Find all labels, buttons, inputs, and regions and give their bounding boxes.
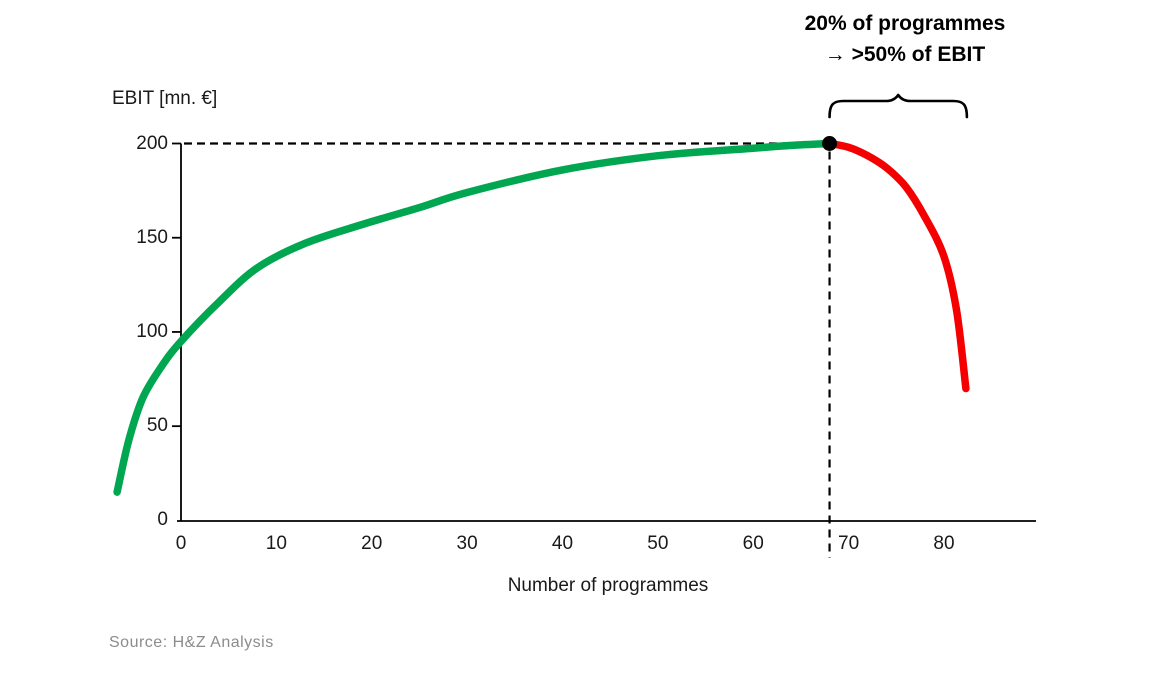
x-tick-label: 20 xyxy=(361,533,383,554)
brace xyxy=(828,93,969,119)
x-tick-label: 30 xyxy=(456,533,478,554)
y-tick-label: 50 xyxy=(146,415,168,437)
x-tick-label: 70 xyxy=(838,533,860,554)
y-tick-label: 0 xyxy=(157,509,168,531)
y-tick-label: 200 xyxy=(136,132,168,154)
x-tick-label: 80 xyxy=(933,533,955,554)
x-axis-title: Number of programmes xyxy=(507,575,709,596)
y-tick-label: 150 xyxy=(136,226,168,248)
x-tick-label: 50 xyxy=(647,533,669,554)
x-tick-label: 40 xyxy=(551,533,574,554)
y-axis-title: EBIT [mn. €] xyxy=(112,88,218,109)
green-curve xyxy=(113,139,834,496)
annotation: 20% of programmes → >50% of EBIT xyxy=(760,8,1050,70)
red-curve xyxy=(825,139,970,393)
source-note: Source: H&Z Analysis xyxy=(109,634,274,651)
annotation-line-2: → >50% of EBIT xyxy=(824,43,986,66)
y-tick-label: 100 xyxy=(136,320,168,342)
y-axis-tick-marks xyxy=(172,142,181,428)
annotation-line-1: 20% of programmes xyxy=(804,12,1006,35)
x-tick-label: 0 xyxy=(175,533,187,554)
x-tick-label: 10 xyxy=(265,533,287,554)
peak-dot xyxy=(822,136,838,151)
x-tick-label: 60 xyxy=(742,533,764,554)
